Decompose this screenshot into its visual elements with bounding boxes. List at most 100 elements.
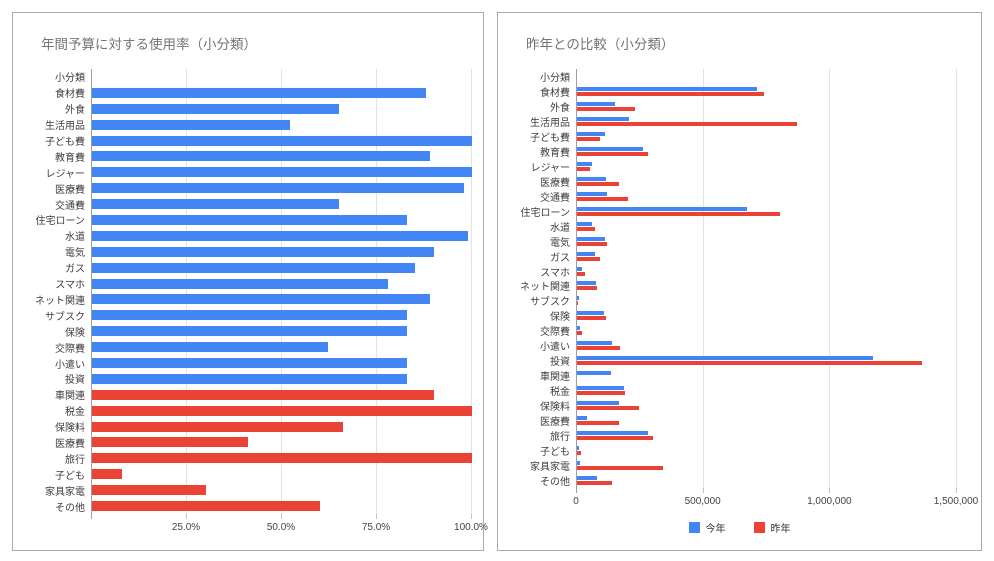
bar[interactable] [577,346,621,351]
bar[interactable] [92,294,431,305]
bar[interactable] [577,461,581,466]
bar[interactable] [577,166,590,171]
bar[interactable] [92,103,339,114]
bar[interactable] [577,116,629,121]
bar[interactable] [92,167,472,178]
bar[interactable] [577,326,581,331]
bar[interactable] [92,485,206,496]
bar[interactable] [577,281,596,286]
bar[interactable] [577,271,585,276]
chart-card-year-comparison: 昨年との比較（小分類） 0 500,000 1,000,000 1,500,000 小分… [497,12,982,551]
bar[interactable] [577,221,593,226]
bar[interactable] [577,191,608,196]
bar[interactable] [577,251,595,256]
bar[interactable] [92,87,427,98]
bar[interactable] [577,316,607,321]
bar[interactable] [92,358,408,369]
bar[interactable] [92,246,434,257]
bar[interactable] [577,446,580,451]
bar[interactable] [92,405,472,416]
legend-item[interactable]: 今年 [688,520,726,535]
bar[interactable] [92,453,472,464]
bar[interactable] [577,371,612,376]
category-label: 車関連 [55,391,85,403]
bar[interactable] [577,91,765,96]
bar[interactable] [577,421,619,426]
bar[interactable] [577,181,619,186]
category-label: 住宅ローン [520,207,571,219]
bar[interactable] [577,416,588,421]
bar[interactable] [92,342,328,353]
bar[interactable] [577,466,664,471]
bar[interactable] [92,230,469,241]
bar[interactable] [577,86,757,91]
bar[interactable] [577,206,747,211]
bar[interactable] [92,501,320,512]
axis-tick-label: 1,500,000 [933,496,979,507]
category-label: スマホ [540,267,570,279]
bar[interactable] [92,421,343,432]
bar[interactable] [577,391,626,396]
bar[interactable] [92,278,389,289]
bar[interactable] [577,266,583,271]
bar[interactable] [577,476,598,481]
bar[interactable] [92,119,290,130]
bar[interactable] [577,451,581,456]
bar[interactable] [577,361,922,366]
bar[interactable] [577,176,607,181]
bar[interactable] [92,262,415,273]
axis-tick-label: 500,000 [684,496,721,507]
bar[interactable] [577,196,628,201]
bar[interactable] [577,286,598,291]
category-label: ネット関連 [35,295,85,307]
bar[interactable] [577,101,615,106]
bar[interactable] [577,431,648,436]
bar[interactable] [92,151,431,162]
bar[interactable] [577,211,780,216]
bar[interactable] [92,199,339,210]
bar[interactable] [577,161,593,166]
legend: 今年 昨年 [498,520,981,535]
bar[interactable] [577,401,619,406]
bar[interactable] [577,121,798,126]
category-label: 保険 [65,327,85,339]
bar[interactable] [577,301,579,306]
bar[interactable] [92,469,123,480]
bar[interactable] [577,236,605,241]
bar[interactable] [577,296,580,301]
category-label: 食材費 [540,87,570,99]
bar[interactable] [92,437,248,448]
bar[interactable] [577,106,636,111]
bar[interactable] [577,341,613,346]
axis-tick [829,488,831,493]
bar[interactable] [92,326,408,337]
bar[interactable] [92,214,408,225]
bar[interactable] [92,183,465,194]
bar[interactable] [577,146,643,151]
bar[interactable] [577,311,604,316]
bar[interactable] [577,131,605,136]
category-label: 生活用品 [530,117,570,129]
bar[interactable] [577,386,624,391]
bar[interactable] [92,373,408,384]
axis-tick-label: 25.0% [171,522,201,533]
category-label: 生活用品 [45,121,85,133]
gridline [281,69,282,514]
bar[interactable] [577,406,640,411]
bar[interactable] [577,331,583,336]
bar[interactable] [577,356,874,361]
bar[interactable] [92,310,408,321]
bar[interactable] [577,481,613,486]
category-label: 教育費 [55,152,85,164]
bar[interactable] [577,136,600,141]
category-label: スマホ [55,280,85,292]
bar[interactable] [577,256,600,261]
bar[interactable] [577,436,653,441]
bar[interactable] [577,226,595,231]
category-label: サブスク [45,311,85,323]
legend-item[interactable]: 昨年 [753,520,791,535]
bar[interactable] [92,135,472,146]
bar[interactable] [577,151,648,156]
bar[interactable] [92,389,434,400]
bar[interactable] [577,241,608,246]
